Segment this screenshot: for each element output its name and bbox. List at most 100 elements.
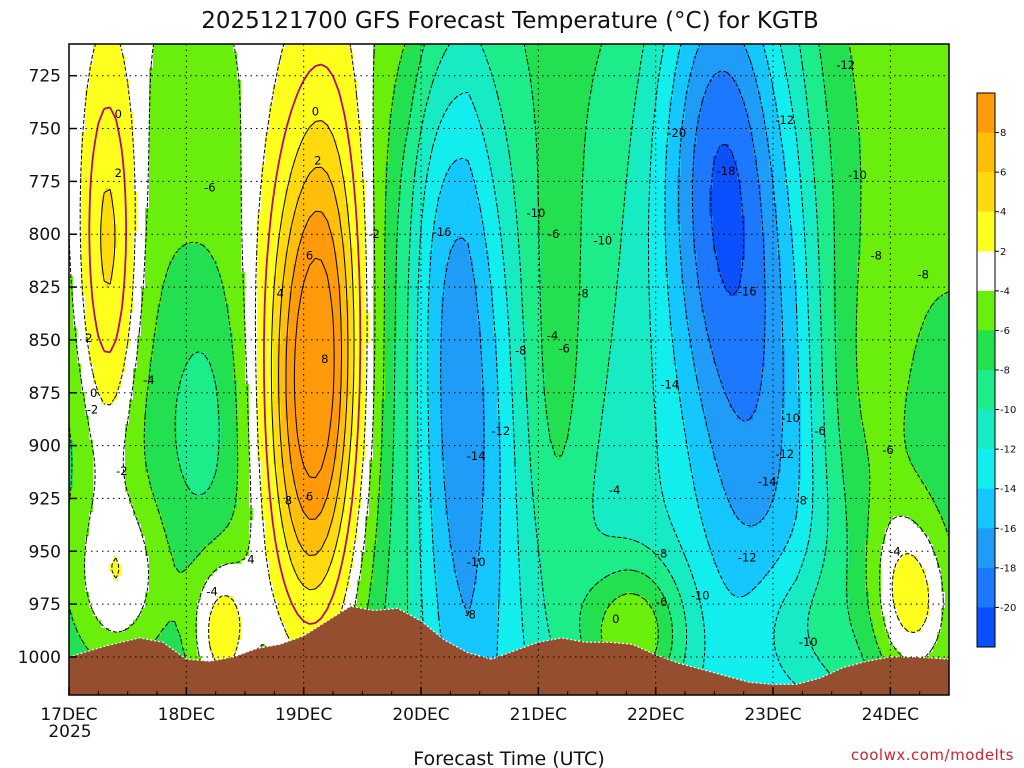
y-tick-label: 975: [29, 595, 61, 615]
contour-label: -12: [738, 551, 757, 565]
contour-line: [285, 210, 342, 520]
colorbar-swatch: [977, 211, 995, 252]
x-tick-label: 19DEC: [275, 705, 332, 725]
colorbar-label: 8: [1000, 128, 1006, 139]
colorbar-swatch: [977, 93, 995, 133]
contour-label: -20: [667, 126, 686, 140]
colorbar-swatch: [977, 251, 995, 292]
contour-label: -4: [609, 483, 620, 497]
contour-line: [100, 120, 355, 591]
contour-label: -8: [465, 608, 476, 622]
contour-label: 2: [115, 166, 122, 180]
contour-label: -14: [758, 475, 777, 489]
year-label: 2025: [48, 722, 91, 742]
contour-line: [440, 44, 784, 616]
y-tick-label: 950: [29, 542, 61, 562]
colorbar-label: -6: [1000, 326, 1010, 337]
colorbar-swatch: [977, 607, 995, 648]
chart-title: 2025121700 GFS Forecast Temperature (°C)…: [201, 8, 819, 34]
credit-text: coolwx.com/modelts: [851, 746, 1014, 764]
contour-line: [69, 44, 944, 695]
grid-lines: [69, 44, 949, 695]
contour-label: -10: [593, 234, 612, 248]
contour-label: 6: [306, 248, 313, 262]
colorbar-label: 2: [1000, 247, 1006, 258]
colorbar-swatch: [977, 449, 995, 490]
contour-label: -2: [368, 227, 379, 241]
contour-label: -16: [738, 284, 757, 298]
contour-label: -6: [656, 595, 667, 609]
contour-line: [691, 70, 766, 422]
contour-label: 4: [247, 553, 254, 567]
colorbar-swatch: [977, 528, 995, 569]
contour-label: -10: [848, 168, 867, 182]
contour-line: [69, 44, 949, 695]
colorbar: 8 6 4 2 -4 -6 -8 -10 -12 -14 -16 -18 -20: [976, 92, 1016, 648]
contour-label: -6: [548, 227, 559, 241]
ground-surface: [69, 605, 949, 695]
contour-label: -6: [882, 443, 893, 457]
contour-line: [416, 44, 814, 695]
y-tick-label: 925: [29, 489, 61, 509]
colorbar-swatch: [977, 330, 995, 371]
contour-label: -4: [143, 373, 154, 387]
contour-label: -8: [656, 546, 667, 560]
contour-label: -8: [917, 267, 928, 281]
colorbar-label: -18: [1000, 563, 1016, 574]
colorbar-label: -16: [1000, 524, 1016, 535]
x-axis-ticks: 17DEC 18DEC 19DEC 20DEC 21DEC 22DEC 23DEC 24DEC: [40, 687, 921, 725]
contour-label: -14: [660, 377, 679, 391]
contour-label: -8: [577, 286, 588, 300]
ground-terrain: [69, 605, 949, 695]
x-tick-label: 21DEC: [510, 705, 567, 725]
y-tick-label: 875: [29, 384, 61, 404]
contour-line: [293, 257, 335, 479]
contour-label: 0: [612, 612, 619, 626]
contour-label: -16: [433, 225, 452, 239]
contour-label: -18: [717, 164, 736, 178]
contour-line: [79, 44, 930, 667]
x-tick-label: 20DEC: [392, 705, 449, 725]
y-tick-label: 750: [29, 120, 61, 140]
colorbar-label: -14: [1000, 484, 1016, 495]
x-tick-label: 22DEC: [627, 705, 684, 725]
colorbar-label: -10: [1000, 405, 1016, 416]
y-axis-ticks: 725 750 775 800 825 850 875 900 925 950 975 1000: [18, 67, 77, 668]
contour-label: 6: [306, 489, 313, 503]
contour-label: -6: [204, 181, 215, 195]
colorbar-swatch: [977, 290, 995, 331]
temperature-contours: [69, 44, 949, 695]
colorbar-label: -12: [1000, 445, 1016, 456]
contour-label: 8: [285, 494, 292, 508]
contour-label: 0: [90, 386, 97, 400]
contour-label: -10: [781, 411, 800, 425]
y-tick-label: 725: [29, 67, 61, 87]
colorbar-label: -4: [1000, 286, 1010, 297]
y-tick-label: 850: [29, 331, 61, 351]
colorbar-label: 4: [1000, 207, 1006, 218]
y-tick-label: 800: [29, 225, 61, 245]
contour-label: -10: [691, 589, 710, 603]
contour-label: 8: [321, 352, 328, 366]
contour-label: -6: [814, 424, 825, 438]
y-tick-label: 775: [29, 172, 61, 192]
contour-label: -10: [799, 635, 818, 649]
contour-label: 2: [85, 331, 92, 345]
colorbar-swatch: [977, 370, 995, 410]
temperature-bands: [69, 44, 949, 695]
contour-label: -10: [467, 555, 486, 569]
contour-label: 2: [314, 153, 321, 167]
contour-label: -4: [889, 544, 900, 558]
contour-label: -4: [547, 329, 558, 343]
contour-label: -14: [467, 449, 486, 463]
contour-label: -6: [558, 341, 569, 355]
x-tick-label: 23DEC: [744, 705, 801, 725]
y-tick-label: 1000: [18, 648, 61, 668]
colorbar-swatch: [977, 488, 995, 529]
contour-label: -2: [116, 464, 127, 478]
colorbar-swatch: [977, 172, 995, 213]
contour-line: [88, 63, 362, 625]
